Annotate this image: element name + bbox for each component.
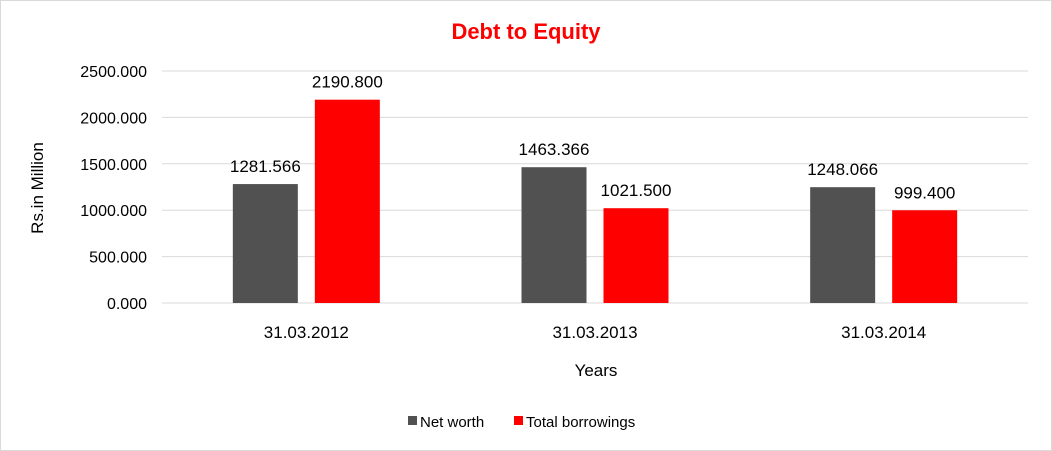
category-label: 31.03.2013 <box>552 323 637 342</box>
y-tick-label: 2500.000 <box>80 64 147 81</box>
bar-net-worth <box>232 184 298 303</box>
y-tick-label: 0.000 <box>107 296 147 313</box>
legend-label: Total borrowings <box>526 414 635 431</box>
data-label: 1021.500 <box>601 181 672 200</box>
data-label: 999.400 <box>894 183 955 202</box>
data-label: 1248.066 <box>807 160 878 179</box>
data-label: 2190.800 <box>312 73 383 92</box>
data-labels: 1281.566 2190.800 1463.366 1021.500 1248.066… <box>230 73 956 203</box>
legend: Net worth Total borrowings <box>408 414 635 431</box>
legend-label: Net worth <box>420 414 484 431</box>
category-label: 31.03.2014 <box>841 323 926 342</box>
bar-net-worth <box>810 187 876 303</box>
gridlines <box>162 70 1028 304</box>
y-tick-label: 1000.000 <box>80 203 147 220</box>
bar-total-borrowings <box>603 208 669 303</box>
chart-title: Debt to Equity <box>451 19 601 44</box>
bar-net-worth <box>521 167 587 303</box>
bar-total-borrowings <box>892 210 958 303</box>
bar-total-borrowings <box>314 99 380 303</box>
legend-swatch <box>514 416 523 425</box>
category-labels: 31.03.2012 31.03.2013 31.03.2014 <box>264 323 926 342</box>
legend-swatch <box>408 416 417 425</box>
y-tick-label: 2000.000 <box>80 110 147 127</box>
y-tick-label: 1500.000 <box>80 157 147 174</box>
data-label: 1463.366 <box>519 140 590 159</box>
y-axis-title: Rs.in Million <box>28 142 47 234</box>
bars <box>232 99 958 303</box>
category-label: 31.03.2012 <box>264 323 349 342</box>
data-label: 1281.566 <box>230 157 301 176</box>
x-axis-title: Years <box>575 361 618 380</box>
y-tick-label: 500.000 <box>89 250 147 267</box>
y-tick-labels: 0.000 500.000 1000.000 1500.000 2000.000 2500… <box>80 64 147 313</box>
